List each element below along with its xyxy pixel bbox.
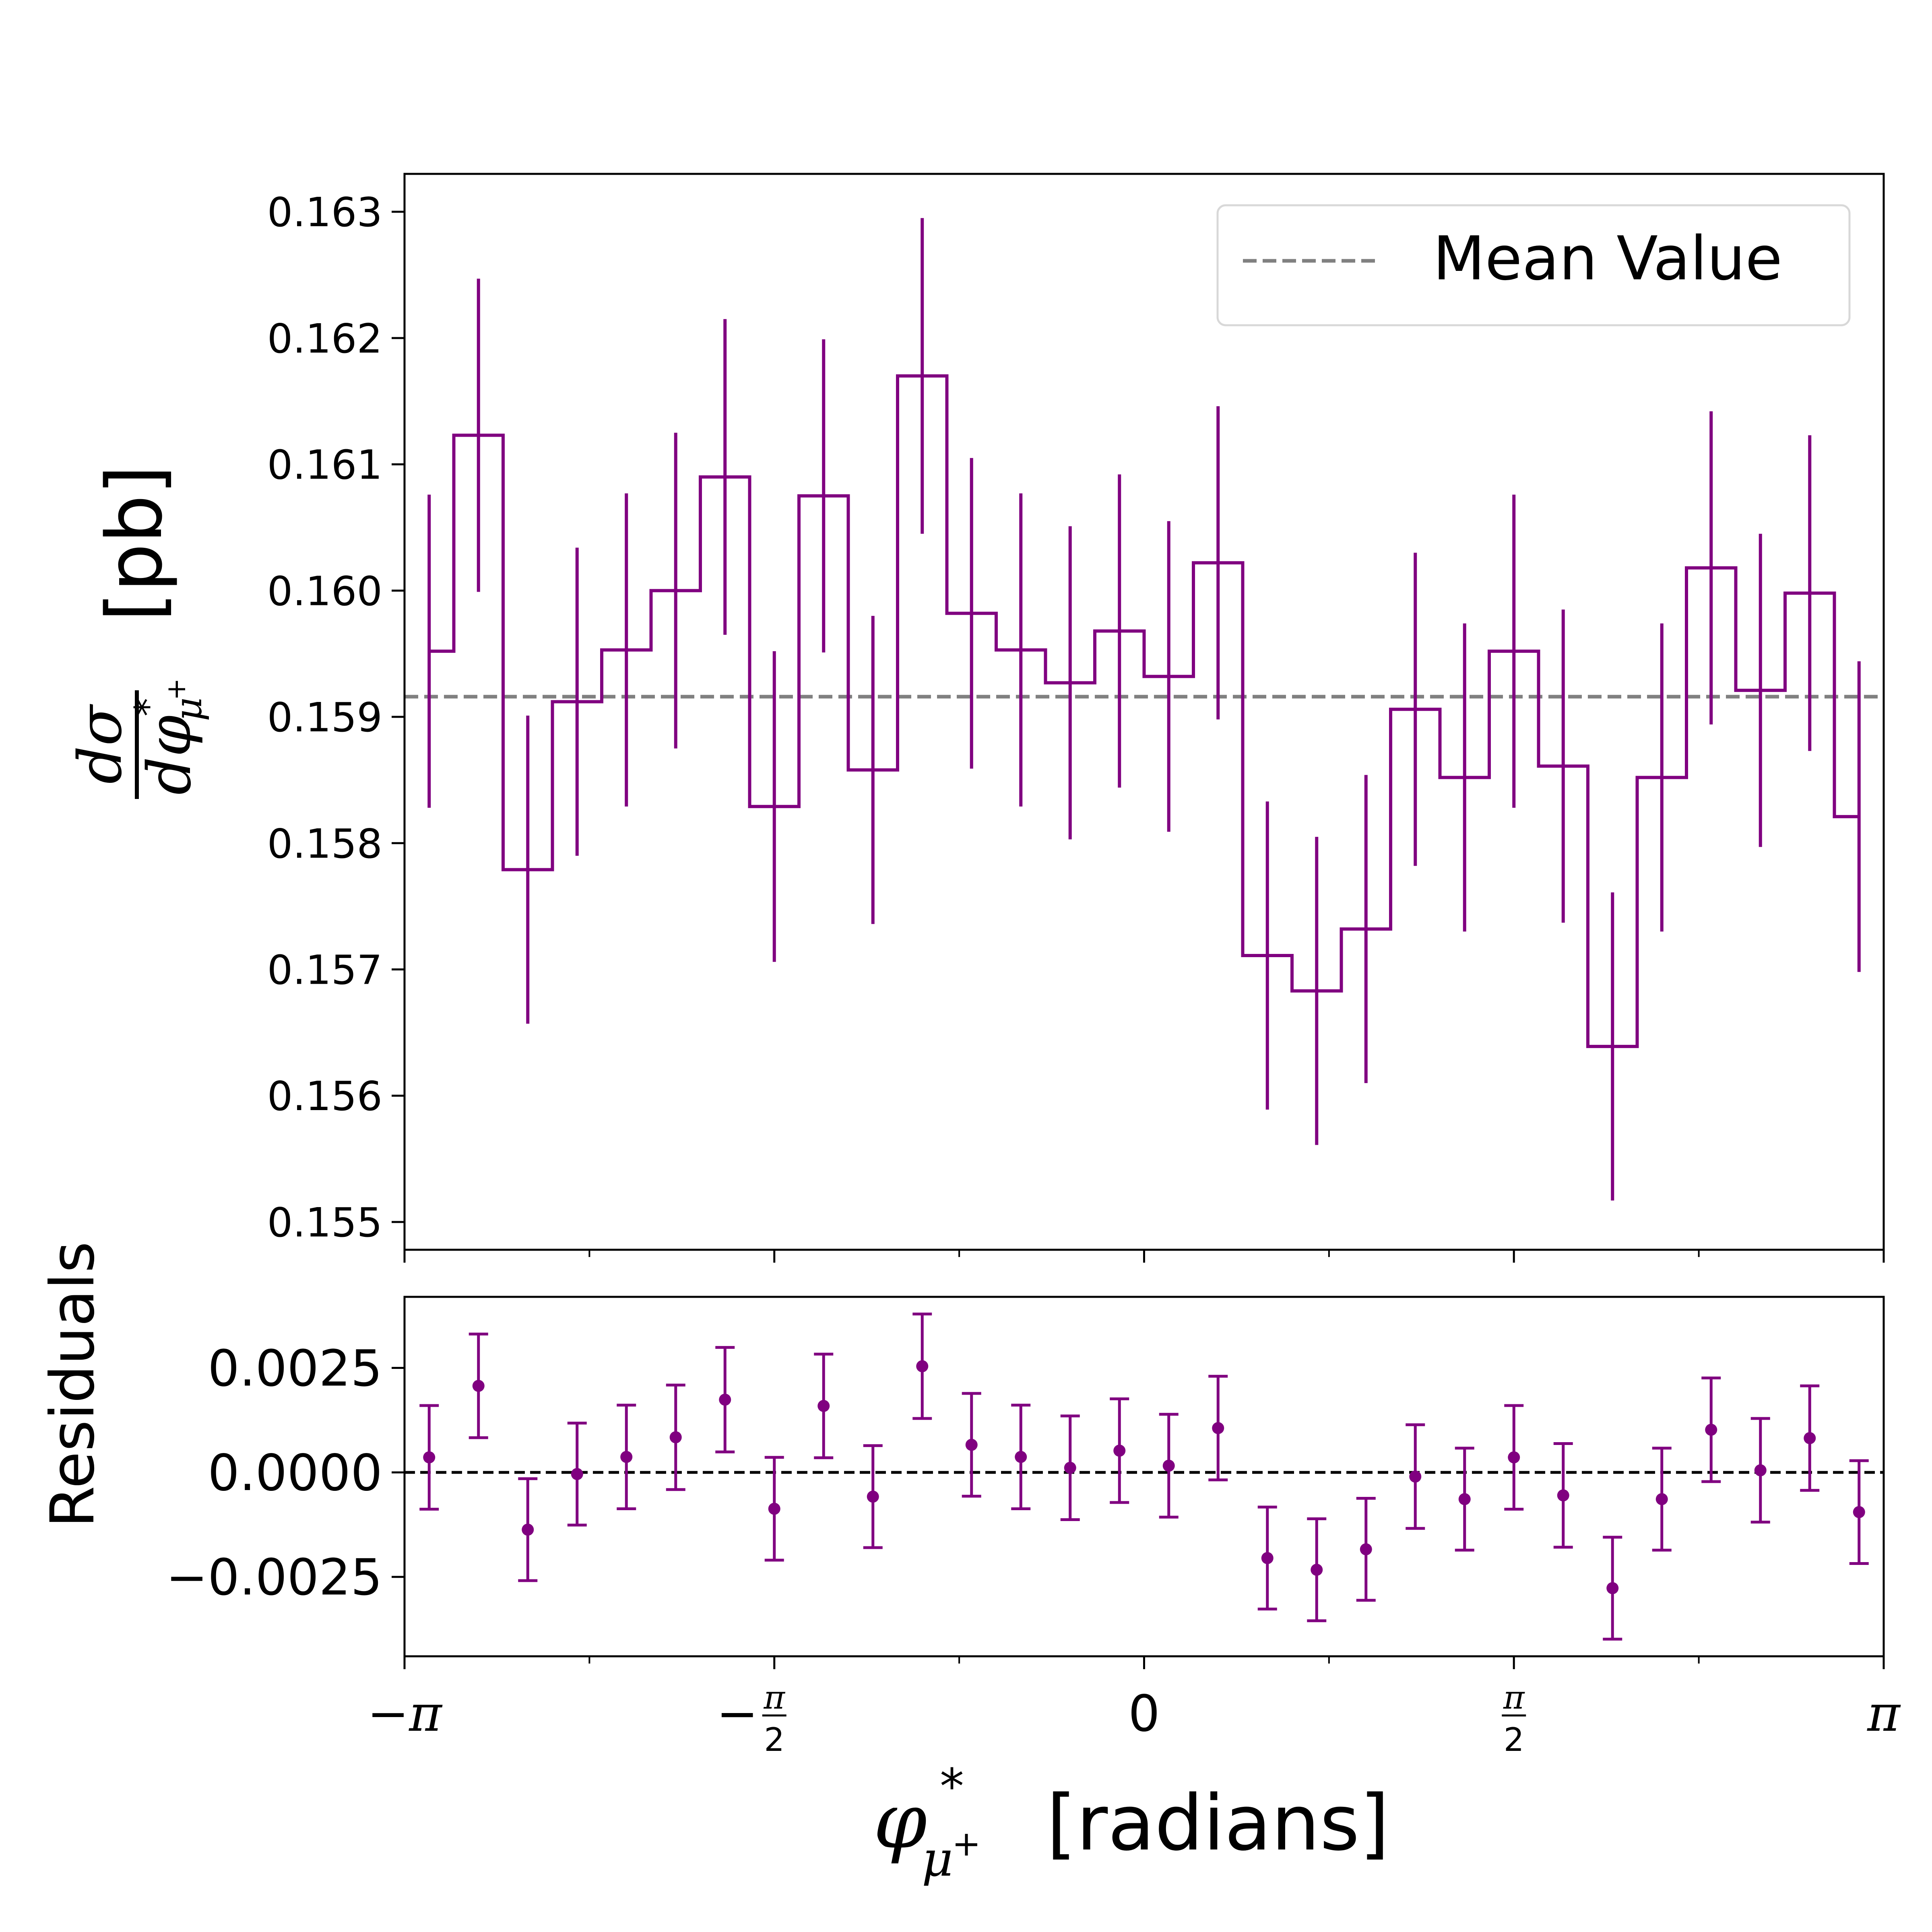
- residual-point: [1804, 1432, 1816, 1444]
- y-axis-title-plus: +: [161, 678, 192, 700]
- residual-point: [916, 1360, 929, 1373]
- y-axis-title-denominator: dφ: [135, 715, 204, 795]
- residual-point: [1212, 1422, 1224, 1435]
- main-y-tick-label: 0.158: [267, 820, 382, 867]
- cross-section-step-line: [429, 374, 1859, 1048]
- legend-label-mean-value: Mean Value: [1433, 224, 1782, 294]
- x-tick-label-numerator: π: [1503, 1679, 1525, 1716]
- main-y-tick-label: 0.157: [267, 947, 382, 994]
- residuals-error-bars: [419, 1313, 1869, 1641]
- residual-point: [522, 1523, 534, 1536]
- residual-point: [1064, 1461, 1076, 1474]
- residual-point: [1458, 1493, 1471, 1505]
- main-y-tick-label: 0.160: [267, 568, 382, 615]
- residual-point: [423, 1451, 436, 1463]
- x-axis-title-phi: φ: [873, 1777, 927, 1866]
- residual-point: [1557, 1489, 1569, 1502]
- main-panel: 0.155 0.156 0.157 0.158 0.159 0.160 0.161 0.162…: [66, 173, 1885, 1263]
- residual-point: [1311, 1564, 1323, 1576]
- residuals-y-ticks: −0.0025 0.0000 0.0025: [166, 1340, 405, 1607]
- x-tick-label-numerator: π: [763, 1679, 785, 1716]
- residual-point: [1015, 1451, 1027, 1463]
- residuals-y-tick-label: 0.0000: [208, 1444, 382, 1502]
- main-y-tick-label: 0.156: [267, 1073, 382, 1120]
- residual-point: [571, 1468, 583, 1480]
- x-tick-label-sign: −: [716, 1685, 758, 1743]
- x-tick-label: π: [1866, 1685, 1901, 1743]
- x-tick-label: 0: [1128, 1685, 1160, 1743]
- residual-point: [1409, 1470, 1422, 1483]
- x-axis-title: φ * μ + [radians]: [873, 1759, 1389, 1887]
- main-y-tick-label: 0.161: [267, 442, 382, 489]
- residual-point: [965, 1439, 978, 1451]
- x-axis-title-star: *: [940, 1759, 964, 1815]
- x-axis-title-plus: +: [952, 1824, 981, 1864]
- y-axis-title-numerator: dσ: [66, 704, 135, 784]
- main-y-tick-label: 0.155: [267, 1199, 382, 1246]
- residual-point: [1261, 1552, 1274, 1564]
- residuals-plot-frame: [403, 1296, 1885, 1657]
- x-tick-label: − π 2: [716, 1679, 786, 1759]
- residuals-y-tick-label: −0.0025: [166, 1549, 382, 1607]
- residual-point: [1162, 1459, 1175, 1472]
- residual-point: [472, 1380, 485, 1392]
- main-plot-frame: [403, 173, 1885, 1251]
- y-axis-title-star: *: [127, 698, 170, 716]
- main-error-bars: [427, 218, 1861, 1201]
- residuals-y-axis-title: Residuals: [38, 1241, 108, 1528]
- main-y-tick-label: 0.163: [267, 189, 382, 236]
- main-y-axis-title: dσ dφ * μ + [pb]: [66, 465, 210, 799]
- main-y-tick-label: 0.162: [267, 315, 382, 362]
- residual-point: [1508, 1451, 1520, 1463]
- x-axis-title-unit: [radians]: [1046, 1779, 1389, 1868]
- residual-point: [1705, 1424, 1717, 1436]
- residual-point: [1853, 1506, 1865, 1518]
- residual-point: [620, 1451, 633, 1463]
- x-tick-label-denominator: 2: [764, 1721, 784, 1759]
- residual-point: [1606, 1582, 1619, 1594]
- main-x-ticks: [403, 1250, 1885, 1263]
- residual-point: [817, 1400, 830, 1412]
- residual-point: [1655, 1493, 1668, 1505]
- legend: Mean Value: [1216, 204, 1851, 326]
- residual-point: [1113, 1445, 1126, 1457]
- residual-point: [768, 1503, 780, 1515]
- x-tick-label-denominator: 2: [1504, 1721, 1524, 1759]
- y-axis-title-mu: μ: [167, 697, 210, 721]
- residual-point: [867, 1490, 879, 1503]
- residual-point: [719, 1393, 731, 1406]
- residual-point: [669, 1431, 682, 1443]
- main-y-ticks: 0.155 0.156 0.157 0.158 0.159 0.160 0.161 0.162…: [267, 189, 405, 1246]
- y-axis-title-unit: [pb]: [90, 465, 179, 621]
- residual-point: [1754, 1464, 1767, 1476]
- main-y-tick-label: 0.159: [267, 694, 382, 741]
- legend-box: [1216, 204, 1851, 326]
- x-tick-label: π2: [1502, 1679, 1526, 1759]
- residuals-x-ticks: −π − π2 0 π2 π: [367, 1656, 1901, 1759]
- x-axis-title-mu: μ: [922, 1831, 953, 1887]
- residuals-y-tick-label: 0.0025: [208, 1340, 382, 1398]
- residual-point: [1360, 1543, 1372, 1556]
- x-tick-label: −π: [367, 1685, 443, 1743]
